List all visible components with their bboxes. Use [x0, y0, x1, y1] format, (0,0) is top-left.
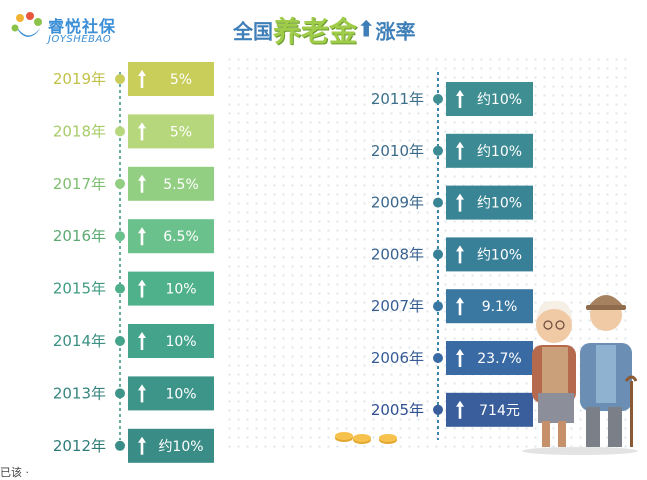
year-label: 2005年 [371, 401, 424, 419]
timeline-row-left: 2013年 10% [53, 376, 214, 411]
rate-label: 约10% [477, 196, 522, 212]
timeline-dot [433, 353, 443, 363]
rate-label: 约10% [477, 92, 522, 108]
timeline-row-left: 2018年 5% [53, 114, 214, 149]
rate-label: 9.1% [482, 299, 518, 315]
timeline-row-left: 2015年 10% [53, 271, 214, 306]
up-arrow-icon [138, 122, 146, 141]
timeline-row-right: 2007年 9.1% [371, 289, 533, 324]
timeline-row-right: 2009年 约10% [371, 185, 533, 220]
rate-label: 约10% [158, 439, 203, 455]
rate-label: 10% [165, 334, 196, 350]
up-arrow-icon [456, 349, 464, 367]
timeline-row-right: 2008年 约10% [371, 237, 533, 272]
logo-icon [11, 12, 42, 37]
timeline-dot [433, 145, 443, 156]
up-arrow-icon [138, 70, 146, 88]
rate-label: 5.5% [163, 177, 199, 193]
timeline-dot [115, 178, 125, 189]
timeline-row-right: 2011年 约10% [371, 82, 533, 116]
timeline-dot [433, 94, 443, 104]
year-label: 2014年 [53, 332, 106, 350]
year-label: 2007年 [371, 297, 424, 315]
timeline-row-right: 2005年 714元 [371, 392, 533, 427]
year-label: 2015年 [53, 280, 106, 298]
year-label: 2018年 [53, 122, 106, 140]
timeline-row-left: 2014年 10% [53, 324, 214, 358]
year-label: 2016年 [53, 227, 106, 245]
logo-english-text: JOYSHEBAO [48, 34, 112, 45]
coins-illustration [335, 432, 397, 444]
rate-label: 5% [170, 72, 192, 88]
timeline-dot [433, 301, 443, 312]
timeline-row-left: 2016年 6.5% [53, 219, 214, 254]
rate-label: 10% [165, 282, 196, 298]
title-highlight: 养老金 [273, 15, 358, 48]
up-arrow-icon [456, 90, 464, 108]
timeline-dot [115, 74, 125, 84]
rate-label: 23.7% [477, 351, 521, 367]
timeline-row-left: 2019年 5% [53, 62, 214, 96]
brand-logo: 睿悦社保 JOYSHEBAO [10, 10, 120, 54]
elderly-couple-illustration [522, 295, 638, 455]
timeline-row-right: 2010年 约10% [371, 133, 533, 168]
year-label: 2009年 [371, 194, 424, 212]
rate-label: 714元 [479, 403, 520, 419]
timeline-dot [115, 388, 125, 399]
timeline-dot [433, 404, 443, 415]
title-prefix: 全国 [233, 19, 273, 44]
up-arrow-icon [138, 174, 146, 193]
timeline-dot [433, 249, 443, 260]
timeline-dot [115, 440, 125, 451]
rate-label: 5% [170, 124, 192, 140]
footer-text: 已该 · [0, 466, 29, 479]
year-label: 2019年 [53, 70, 106, 88]
up-arrow-icon [138, 436, 146, 455]
year-label: 2013年 [53, 384, 106, 402]
timeline-row-left: 2012年 约10% [53, 428, 214, 463]
timeline-dot [115, 126, 125, 137]
title-suffix: 涨率 [375, 19, 416, 44]
up-arrow-icon [456, 245, 464, 264]
timeline-row-left: 2017年 5.5% [53, 166, 214, 201]
year-label: 2010年 [371, 142, 424, 160]
logo-chinese-text: 睿悦社保 [48, 17, 117, 36]
up-arrow-icon [138, 384, 146, 403]
timeline-dot [115, 231, 125, 242]
up-arrow-icon [138, 332, 146, 350]
up-arrow-icon [456, 193, 464, 212]
up-arrow-icon [456, 297, 464, 316]
title-arrow-up-icon: ⬆ [357, 17, 376, 43]
page-title: 全国养老金⬆涨率 [233, 10, 415, 54]
timeline-row-right: 2006年 23.7% [371, 341, 533, 375]
rate-label: 6.5% [163, 229, 199, 245]
timeline-dot [115, 283, 125, 294]
rate-label: 10% [165, 386, 196, 402]
up-arrow-icon [456, 141, 464, 160]
timeline-dot [115, 336, 125, 346]
timeline-dot [433, 197, 443, 208]
year-label: 2012年 [53, 437, 106, 455]
rate-label: 约10% [477, 144, 522, 160]
rate-label: 约10% [477, 247, 522, 263]
year-label: 2006年 [371, 349, 424, 367]
year-label: 2011年 [371, 90, 424, 108]
year-label: 2008年 [371, 245, 424, 263]
up-arrow-icon [138, 279, 146, 298]
up-arrow-icon [456, 400, 464, 419]
up-arrow-icon [138, 227, 146, 246]
year-label: 2017年 [53, 175, 106, 193]
